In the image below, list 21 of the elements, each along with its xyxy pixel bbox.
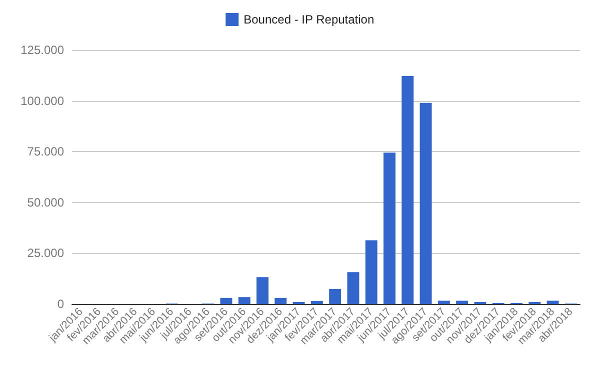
bar (438, 300, 450, 304)
bar (310, 300, 323, 304)
bar (384, 152, 396, 304)
bar (402, 76, 414, 304)
y-tick-label: 100.000 (20, 94, 64, 108)
legend-label: Bounced - IP Reputation (244, 12, 374, 26)
bar (420, 102, 432, 304)
y-tick-label: 25.000 (27, 246, 64, 260)
bar (256, 277, 268, 304)
y-tick-label: 75.000 (27, 144, 64, 159)
bar (220, 298, 232, 304)
bar (546, 300, 559, 304)
bar (347, 272, 360, 304)
bar (274, 298, 287, 304)
y-tick-label: 0 (57, 297, 64, 311)
bar (365, 240, 378, 304)
bar (329, 288, 342, 304)
y-tick-label: 125.000 (20, 43, 64, 57)
y-tick-label: 50.000 (27, 195, 64, 210)
bar (238, 297, 250, 304)
bar (456, 300, 468, 304)
